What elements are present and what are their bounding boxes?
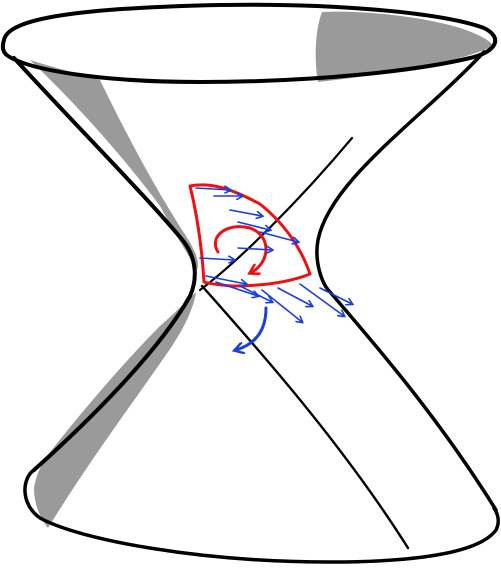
ruling-line-falling [200,284,410,550]
vector-arrow-icon [205,275,246,284]
vector-arrow-icon [229,209,262,216]
bottom-rim [23,468,500,564]
vector-arrow-icon [261,289,302,322]
surface-outline [0,2,500,564]
holonomy-triangle [188,183,312,288]
vector-arrow-icon [319,287,352,304]
transport-vectors [195,188,352,350]
left-lower-shade [34,292,196,528]
vector-arrow-icon [259,231,298,242]
top-rim-inner-shade [315,11,493,82]
vector-arrow-icon [199,258,234,260]
top-rim [0,2,498,84]
vector-arrow-icon [237,221,270,230]
rotation-arrow [213,225,268,272]
surface-shading [30,11,493,528]
left-silhouette [12,56,197,472]
vector-arrow-icon [299,283,344,316]
vector-arrow-icon [239,285,272,302]
vector-arrow-icon [237,248,272,250]
right-silhouette [315,50,498,512]
vector-arrow-icon [277,287,312,306]
vector-arrow-icon [215,281,258,296]
vector-arrow-icon [195,188,230,190]
red-triangle [188,183,312,288]
curved-arrow-icon [236,306,268,350]
